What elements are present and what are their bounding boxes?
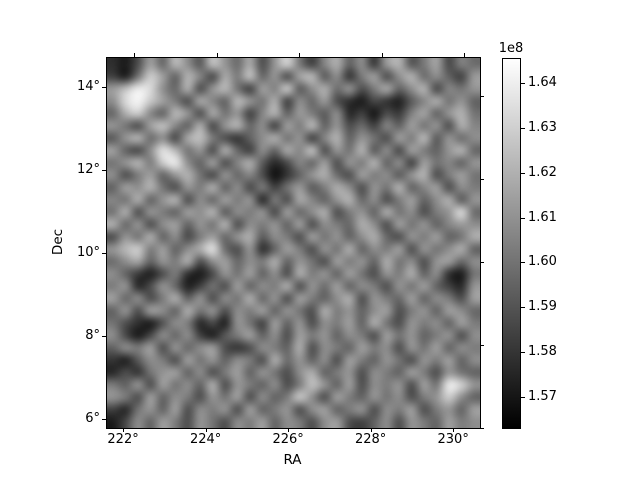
colorbar-tick: [521, 352, 525, 354]
x-tick-label: 224°: [189, 432, 222, 447]
colorbar-tick-label: 1.57: [528, 388, 557, 404]
x-tick-bottom: [370, 428, 372, 432]
colorbar-tick: [521, 172, 525, 174]
heatmap-canvas: [107, 58, 480, 428]
y-tick-left: [102, 418, 106, 420]
x-tick-top: [216, 53, 218, 57]
x-tick-top: [464, 53, 466, 57]
y-tick-left: [102, 169, 106, 171]
colorbar-tick-label: 1.62: [528, 164, 557, 180]
x-tick-label: 222°: [107, 432, 139, 447]
colorbar-tick: [521, 83, 525, 85]
x-tick-label: 230°: [437, 432, 469, 447]
x-tick-top: [299, 53, 301, 57]
x-tick-bottom: [453, 428, 455, 432]
y-tick-label: 6°: [85, 410, 100, 426]
colorbar-gradient: [502, 58, 521, 429]
colorbar-tick: [521, 217, 525, 219]
y-tick-right: [480, 345, 484, 347]
y-tick-label: 14°: [76, 79, 100, 95]
plot-area: [106, 57, 481, 429]
y-tick-right: [480, 262, 484, 264]
colorbar-tick: [521, 127, 525, 129]
y-tick-right: [480, 96, 484, 98]
y-tick-right: [480, 428, 484, 429]
colorbar-tick-label: 1.63: [528, 119, 557, 135]
colorbar-offset-label: 1e8: [498, 41, 524, 56]
x-tick-bottom: [205, 428, 207, 432]
colorbar-tick-label: 1.61: [528, 209, 557, 225]
x-tick-bottom: [123, 428, 125, 432]
x-tick-label: 226°: [272, 432, 304, 447]
x-tick-top: [134, 53, 136, 57]
colorbar-tick-label: 1.58: [528, 344, 557, 360]
x-tick-top: [381, 53, 383, 57]
colorbar-tick-label: 1.59: [528, 299, 557, 315]
y-tick-left: [102, 335, 106, 337]
colorbar-tick-label: 1.64: [528, 75, 557, 91]
y-tick-right: [480, 179, 484, 181]
colorbar-tick-label: 1.60: [528, 254, 557, 270]
colorbar-tick: [521, 396, 525, 398]
y-tick-label: 10°: [76, 244, 100, 260]
y-tick-left: [102, 252, 106, 254]
y-tick-left: [102, 87, 106, 89]
x-axis-label: RA: [283, 452, 302, 468]
colorbar-tick: [521, 262, 525, 264]
y-tick-label: 12°: [76, 161, 100, 177]
x-tick-bottom: [288, 428, 290, 432]
x-tick-label: 228°: [354, 432, 387, 447]
colorbar-tick: [521, 307, 525, 309]
y-tick-label: 8°: [85, 327, 100, 343]
